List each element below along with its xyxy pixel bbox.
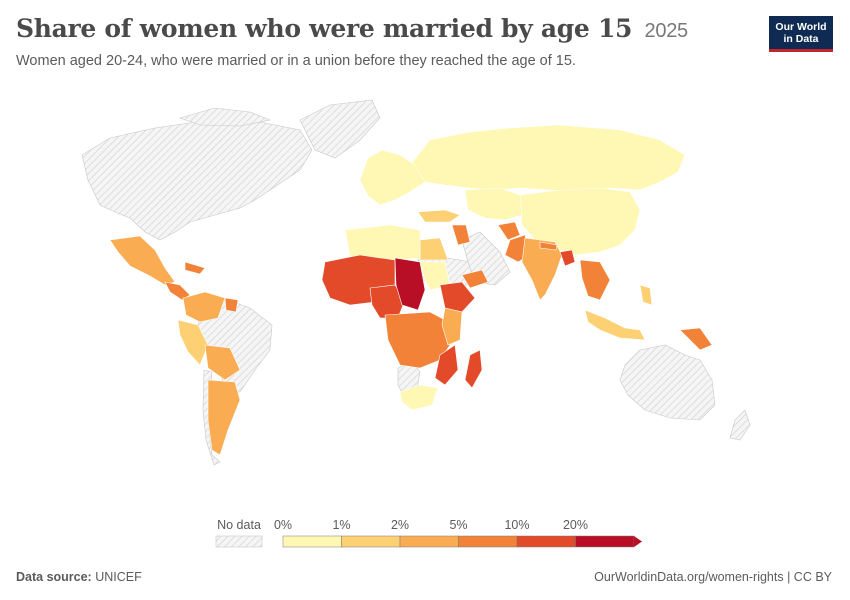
legend-tick-label: 10% xyxy=(504,518,529,532)
region-indonesia[interactable] xyxy=(584,309,646,341)
region-sudan[interactable] xyxy=(419,261,451,291)
region-east-africa[interactable] xyxy=(441,307,463,346)
region-greenland[interactable] xyxy=(299,99,381,159)
region-algeria-libya[interactable] xyxy=(344,224,421,263)
region-iraq[interactable] xyxy=(451,224,471,246)
map-legend: No data 0% 1% 2% 5% 10% 20% xyxy=(215,518,642,548)
region-bolivia-paraguay[interactable] xyxy=(204,344,241,381)
legend-tick-label: 1% xyxy=(332,518,350,532)
legend-swatch xyxy=(341,535,401,548)
legend-swatch xyxy=(458,535,518,548)
region-guyana[interactable] xyxy=(224,297,239,313)
title-year: 2025 xyxy=(644,20,689,42)
region-mozambique[interactable] xyxy=(434,344,459,386)
legend-swatch xyxy=(282,535,342,548)
legend-swatch xyxy=(399,535,459,548)
legend-arrow xyxy=(634,536,642,547)
region-turkey-iran[interactable] xyxy=(417,209,461,223)
region-peru-ecuador[interactable] xyxy=(177,319,209,366)
region-argentina[interactable] xyxy=(207,379,241,456)
source-prefix: Data source: xyxy=(16,570,92,584)
region-png[interactable] xyxy=(679,327,713,351)
legend-swatch xyxy=(575,535,635,548)
legend-no-data-swatch xyxy=(215,535,263,548)
title-text: Share of women who were married by age 1… xyxy=(16,14,633,43)
legend-no-data-label: No data xyxy=(217,518,261,532)
region-bangladesh[interactable] xyxy=(559,249,576,267)
legend-tick-label: 20% xyxy=(563,518,588,532)
logo-line-1: Our World xyxy=(775,21,827,33)
region-southern-africa[interactable] xyxy=(399,384,439,411)
region-new-zealand[interactable] xyxy=(729,409,751,441)
region-north-america[interactable] xyxy=(81,119,313,241)
region-europe[interactable] xyxy=(359,149,426,206)
data-source: Data source: UNICEF xyxy=(16,570,142,584)
license-link[interactable]: OurWorldinData.org/women-rights | CC BY xyxy=(594,570,832,584)
chart-title: Share of women who were married by age 1… xyxy=(16,14,688,43)
region-nepal[interactable] xyxy=(539,241,558,251)
region-egypt[interactable] xyxy=(419,237,449,261)
legend-tick-label: 2% xyxy=(391,518,409,532)
region-canada-arctic[interactable] xyxy=(179,107,272,127)
region-central-asia[interactable] xyxy=(464,187,523,221)
legend-swatch xyxy=(516,535,576,548)
region-india[interactable] xyxy=(521,237,563,301)
region-southeast-asia[interactable] xyxy=(579,259,611,301)
region-mexico[interactable] xyxy=(109,235,176,286)
world-map[interactable] xyxy=(0,75,850,505)
region-caribbean[interactable] xyxy=(184,261,206,275)
logo-line-2: in Data xyxy=(783,33,819,45)
region-ethiopia[interactable] xyxy=(439,281,476,313)
legend-tick-label: 5% xyxy=(449,518,467,532)
legend-tick-label: 0% xyxy=(274,518,292,532)
region-afghanistan[interactable] xyxy=(497,221,521,241)
owid-logo[interactable]: Our World in Data xyxy=(769,16,833,52)
region-madagascar[interactable] xyxy=(464,349,483,389)
region-colombia-venezuela[interactable] xyxy=(182,291,226,323)
region-australia[interactable] xyxy=(619,344,716,421)
source-name[interactable]: UNICEF xyxy=(95,570,142,584)
region-philippines[interactable] xyxy=(639,284,653,306)
chart-subtitle: Women aged 20-24, who were married or in… xyxy=(16,53,576,69)
region-yemen[interactable] xyxy=(461,269,489,289)
region-russia[interactable] xyxy=(409,124,686,193)
